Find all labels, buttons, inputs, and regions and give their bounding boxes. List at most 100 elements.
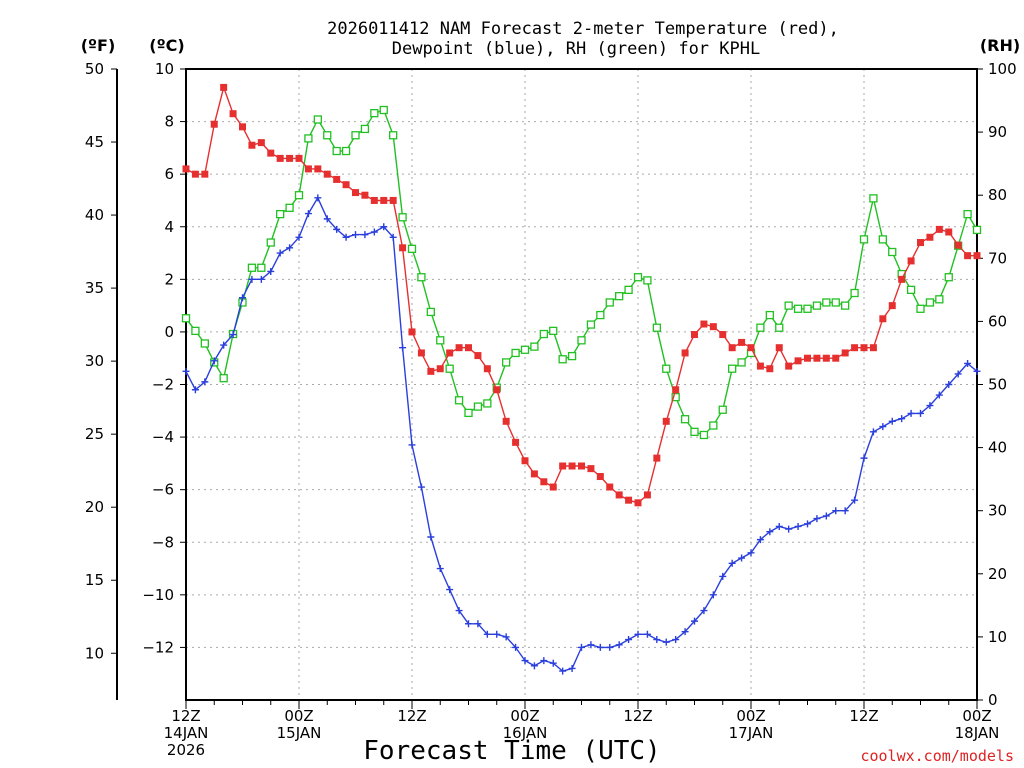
temperature-point xyxy=(917,239,924,247)
temperature-point xyxy=(191,170,199,178)
dewpoint-point xyxy=(380,223,388,231)
dewpoint-point xyxy=(775,522,783,530)
dewpoint-point xyxy=(634,630,642,638)
dewpoint-point xyxy=(229,331,237,339)
rh-point xyxy=(323,131,332,140)
dewpoint-point xyxy=(257,275,265,283)
dewpoint-point xyxy=(709,591,717,599)
dewpoint-point xyxy=(615,641,623,649)
x-tick-label: 00Z xyxy=(284,707,313,725)
rh-point xyxy=(803,304,812,313)
fahrenheit-tick-label: 15 xyxy=(85,571,104,589)
rh-point xyxy=(671,392,680,402)
temperature-point xyxy=(785,362,793,370)
temperature-point xyxy=(794,357,802,365)
x-tick-label: 14JAN xyxy=(164,724,209,742)
dewpoint-point xyxy=(361,231,369,239)
temperature-point xyxy=(888,302,896,310)
fahrenheit-tick-label: 40 xyxy=(85,206,104,224)
temperature-point xyxy=(898,275,906,283)
rh-point xyxy=(596,310,605,320)
rh-point xyxy=(963,209,972,219)
temperature-point xyxy=(691,331,698,339)
temperature-point xyxy=(568,462,576,470)
rh-point xyxy=(944,273,953,282)
rh-tick-label: 90 xyxy=(988,123,1007,141)
rh-point xyxy=(699,430,709,440)
x-tick-label: 18JAN xyxy=(955,724,1000,742)
temperature-point xyxy=(239,123,246,131)
rh-point xyxy=(483,399,492,408)
temperature-point xyxy=(907,257,915,265)
rh-point xyxy=(502,358,511,367)
temperature-point xyxy=(276,154,284,162)
dewpoint-point xyxy=(342,233,350,241)
rh-point xyxy=(737,358,746,367)
temperature-point xyxy=(926,233,934,241)
rh-point xyxy=(615,292,624,301)
rh-point xyxy=(643,276,652,285)
dewpoint-point xyxy=(662,638,670,646)
rh-tick-label: 20 xyxy=(988,565,1007,583)
dewpoint-point xyxy=(248,275,256,283)
temperature-point xyxy=(512,438,520,446)
celsius-tick-label: 0 xyxy=(164,323,174,341)
dewpoint-point xyxy=(333,225,341,233)
dewpoint-point xyxy=(314,194,322,202)
dewpoint-point xyxy=(559,667,567,675)
chart-title-line1: 2026011412 NAM Forecast 2-meter Temperat… xyxy=(327,19,839,39)
temperature-point xyxy=(182,165,190,173)
dewpoint-point xyxy=(427,533,435,541)
dewpoint-point xyxy=(549,659,557,667)
dewpoint-point xyxy=(465,620,472,628)
celsius-tick-label: −12 xyxy=(142,638,174,656)
temperature-point xyxy=(361,191,369,199)
rh-point xyxy=(878,235,887,244)
dewpoint-point xyxy=(493,630,501,638)
rh-point xyxy=(662,364,671,373)
dewpoint-point xyxy=(182,367,190,375)
x-tick-label: 12Z xyxy=(397,707,426,725)
dewpoint-point xyxy=(370,228,378,236)
rh-point xyxy=(370,109,379,118)
x-tick-label: 00Z xyxy=(510,707,539,725)
temperature-point xyxy=(954,241,962,249)
temperature-point xyxy=(869,344,877,352)
temperature-point xyxy=(634,499,642,507)
celsius-tick-label: 6 xyxy=(164,165,174,183)
rh-point xyxy=(351,131,360,140)
temperature-point xyxy=(832,354,840,362)
temperature-point xyxy=(380,196,388,204)
rh-point xyxy=(417,273,426,282)
temperature-point xyxy=(766,365,774,373)
temperature-point xyxy=(493,386,501,394)
rh-point xyxy=(558,355,567,364)
rh-point xyxy=(605,298,614,307)
rh-point xyxy=(925,298,935,307)
rh-axis: 0 10 20 30 40 50 60 70 80 90 100 xyxy=(977,60,1017,709)
temperature-point xyxy=(559,462,567,470)
dewpoint-point xyxy=(973,367,981,375)
temperature-point xyxy=(662,417,670,425)
temperature-point xyxy=(935,225,943,233)
dewpoint-point xyxy=(436,565,444,573)
rh-tick-label: 60 xyxy=(988,312,1007,330)
temperature-point xyxy=(738,338,746,346)
x-tick-label: 12Z xyxy=(623,707,652,725)
temperature-point xyxy=(436,365,444,373)
rh-point xyxy=(379,105,388,115)
x-tick-label: 12Z xyxy=(849,707,878,725)
rh-point xyxy=(181,314,191,323)
rh-point xyxy=(360,124,370,134)
credit-link[interactable]: coolwx.com/models xyxy=(860,747,1014,765)
dewpoint-point xyxy=(926,402,934,410)
rh-point xyxy=(530,342,539,351)
dewpoint-point xyxy=(323,215,331,223)
fahrenheit-tick-label: 45 xyxy=(85,133,104,151)
dewpoint-point xyxy=(700,607,708,615)
rh-point xyxy=(756,323,765,332)
temperature-point xyxy=(304,165,312,173)
temperature-point xyxy=(822,354,830,362)
temperature-point xyxy=(417,349,425,357)
rh-point xyxy=(850,288,859,298)
